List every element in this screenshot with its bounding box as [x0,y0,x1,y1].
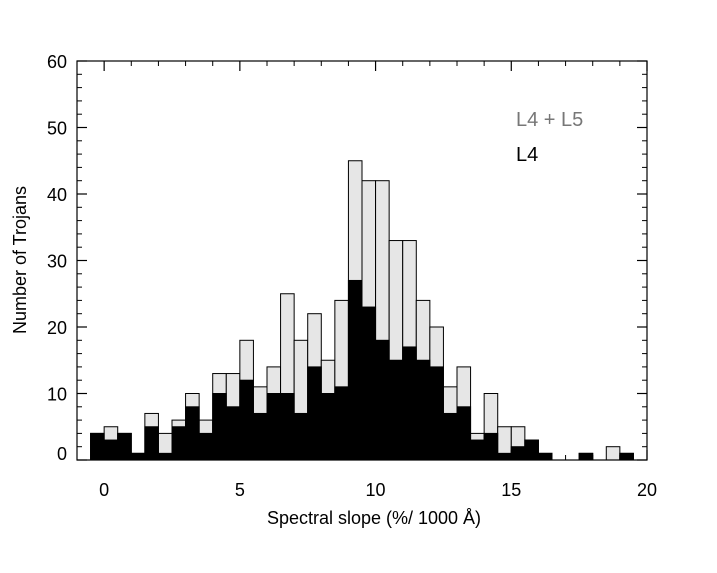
bar-l4 [429,366,444,461]
y-tick-label: 20 [47,318,67,338]
bar-l4 [198,432,214,461]
x-tick-label: 15 [501,480,521,500]
bar-l4 [578,452,594,461]
y-tick-label: 60 [47,52,67,72]
bar-l4 [252,412,268,461]
series-l4-bars [90,279,634,461]
x-tick-label: 20 [637,480,657,500]
x-tick-label: 0 [99,480,109,500]
bar-l4 [280,393,295,461]
bar-l4 [334,386,349,461]
x-tick-label: 5 [235,480,245,500]
bar-l4 [103,439,119,461]
bar-l4 [483,432,499,461]
bar-l4 [157,452,173,461]
y-tick-label: 30 [47,252,67,272]
bar-l4 [510,446,526,461]
bar-l4 [171,426,187,461]
bar-l4 [375,339,390,461]
y-tick-labels: 0 10 20 30 40 50 60 [47,52,67,464]
legend-entry-l4-l5: L4 + L5 [516,109,583,131]
bar-l4 [347,279,363,461]
y-tick-label: 10 [47,385,67,405]
y-tick-label: 50 [47,119,67,139]
y-axis-title: Number of Trojans [10,186,30,334]
x-tick-labels: 0 5 10 15 20 [99,480,657,500]
bar-l4 [442,412,458,461]
bar-l4 [402,346,417,461]
bar-l4 [497,452,512,461]
x-axis-title: Spectral slope (%/ 1000 Å) [267,508,481,528]
bar-l4 [117,432,132,461]
bar-l4 [537,452,553,461]
bar-l4 [320,393,336,461]
bar-l4 [144,426,159,461]
bar-l4 [524,439,539,461]
bar-l4 [293,412,309,461]
bar-l4 [185,406,200,461]
bar-l4 [225,406,241,461]
bar-l4 [619,452,634,461]
bar-l4 [456,406,472,461]
y-tick-label: 40 [47,185,67,205]
x-tick-label: 10 [366,480,386,500]
bar-l4 [415,359,431,461]
y-tick-label: 0 [57,444,67,464]
bar-l4 [266,393,282,461]
axes [76,60,648,461]
bar-l4 [470,439,485,461]
bar-l4 [130,452,146,461]
bar-l4 [361,306,377,461]
bar-l4 [90,432,105,461]
legend-entry-l4: L4 [516,144,538,166]
bar-l4 [388,359,404,461]
bar-l4 [307,366,322,461]
bar-l4 [239,379,254,461]
bar-l4-l5 [605,446,621,461]
bar-l4 [212,393,227,461]
